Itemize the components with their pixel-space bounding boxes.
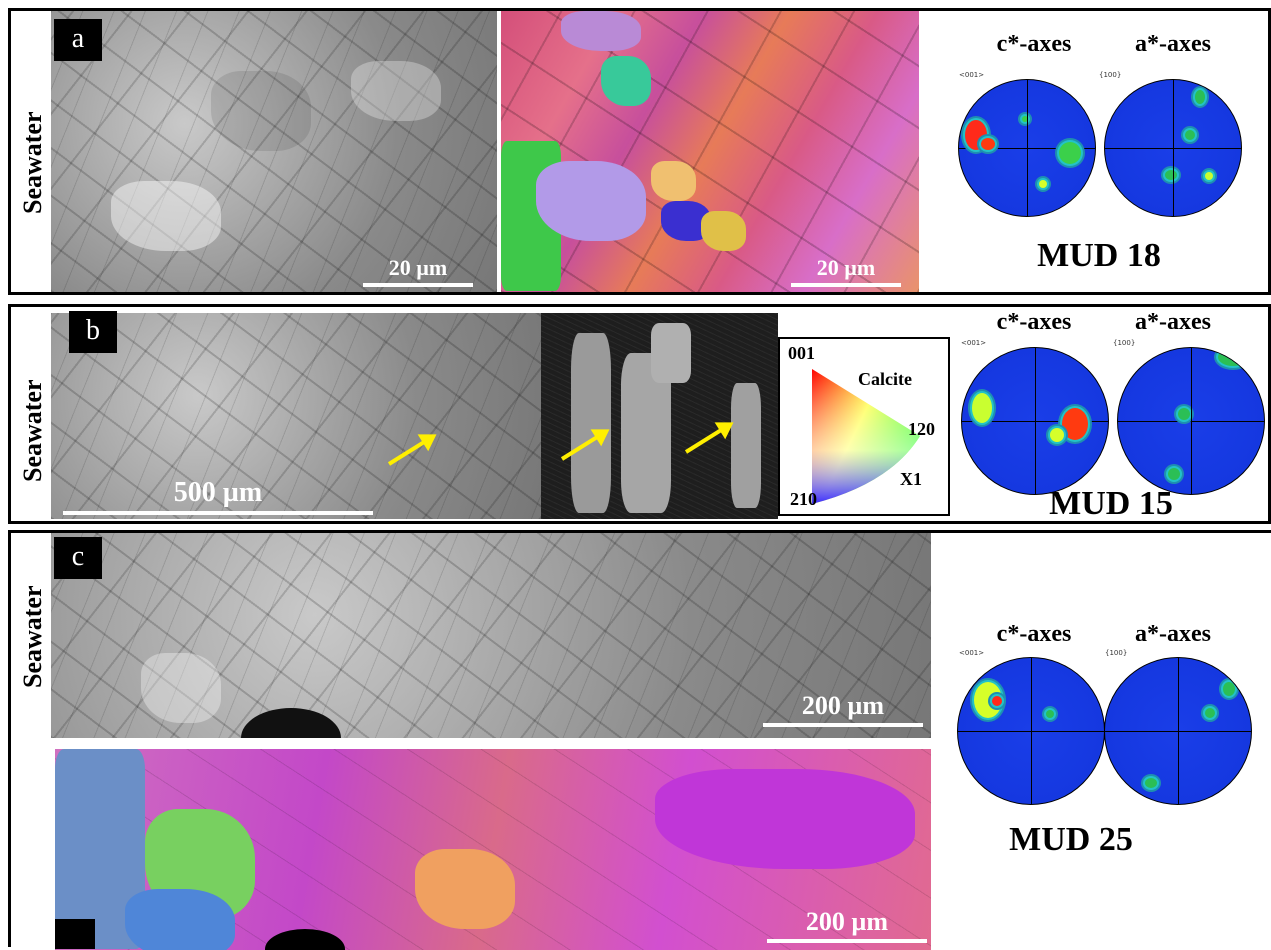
side-label: Seawater	[18, 585, 47, 688]
scale-label: 200 µm	[805, 907, 889, 936]
pole-figure-a	[1104, 657, 1252, 805]
scale-label: 200 µm	[801, 691, 885, 720]
scale-label: 20 µm	[388, 255, 448, 280]
sample-label: MUD 15	[1049, 485, 1173, 522]
panel-letter: c	[54, 537, 102, 579]
scale-bar: 20 µm	[791, 255, 901, 287]
side-label: Seawater	[18, 379, 47, 482]
ebsd-map: 200 µm	[55, 749, 931, 950]
pole-figure-a	[1104, 79, 1242, 217]
pole-figure-c	[961, 347, 1109, 495]
ipf-axis-label: X1	[900, 469, 922, 489]
pole-figure-c-title: c*-axes	[996, 309, 1072, 335]
pole-figure-c-title: c*-axes	[996, 31, 1072, 57]
ipf-corner-001: 001	[788, 343, 815, 363]
panel-letter: a	[54, 19, 102, 61]
pole-figure-a-title: a*-axes	[1135, 309, 1211, 335]
scale-bar: 200 µm	[763, 691, 923, 727]
ipf-corner-210: 210	[790, 489, 817, 509]
ipf-triangle	[812, 369, 920, 504]
panel-a: Seawater a 20 µm 20 µm c*-axes a*-axes <…	[8, 8, 1271, 295]
pole-figure-c-title: c*-axes	[996, 621, 1072, 647]
scale-bar: 200 µm	[767, 907, 927, 943]
ipf-mineral-label: Calcite	[858, 369, 912, 389]
pole-figure-c-axis-label: <001>	[959, 649, 985, 657]
pole-figure-a-title: a*-axes	[1135, 31, 1211, 57]
scale-label: 20 µm	[816, 255, 876, 280]
pole-figure-c	[957, 657, 1105, 805]
ebsd-map: 20 µm	[501, 11, 919, 292]
sample-label: MUD 25	[1009, 821, 1133, 858]
pole-figure-a-axis-label: {100}	[1113, 339, 1136, 347]
pole-figure-c-axis-label: <001>	[961, 339, 987, 347]
sem-image: 500 µm	[51, 313, 541, 519]
sem-image: 200 µm	[51, 533, 931, 738]
pole-figure-a-axis-label: {100}	[1105, 649, 1128, 657]
scale-label: 500 µm	[173, 477, 263, 508]
pole-figure-a-title: a*-axes	[1135, 621, 1211, 647]
pole-figure-a-axis-label: {100}	[1099, 71, 1122, 79]
panel-b: Seawater b 500 µm	[8, 304, 1271, 524]
scale-bar: 500 µm	[63, 477, 373, 515]
pole-figure-a	[1117, 347, 1265, 495]
panel-letter: b	[69, 311, 117, 353]
sem-image: 20 µm	[51, 11, 497, 292]
sample-label: MUD 18	[1037, 237, 1161, 274]
scale-bar: 20 µm	[363, 255, 473, 287]
ipf-corner-120: 120	[908, 419, 935, 439]
ipf-color-key: 001 Calcite 120 X1 210	[778, 337, 950, 516]
side-label: Seawater	[18, 111, 47, 214]
pole-figure-c-axis-label: <001>	[959, 71, 985, 79]
pole-figure-c	[958, 79, 1096, 217]
panel-c: Seawater c 200 µm 200 µm c*-axes a*-axes…	[8, 530, 1271, 950]
sem-image-dark	[541, 313, 778, 519]
